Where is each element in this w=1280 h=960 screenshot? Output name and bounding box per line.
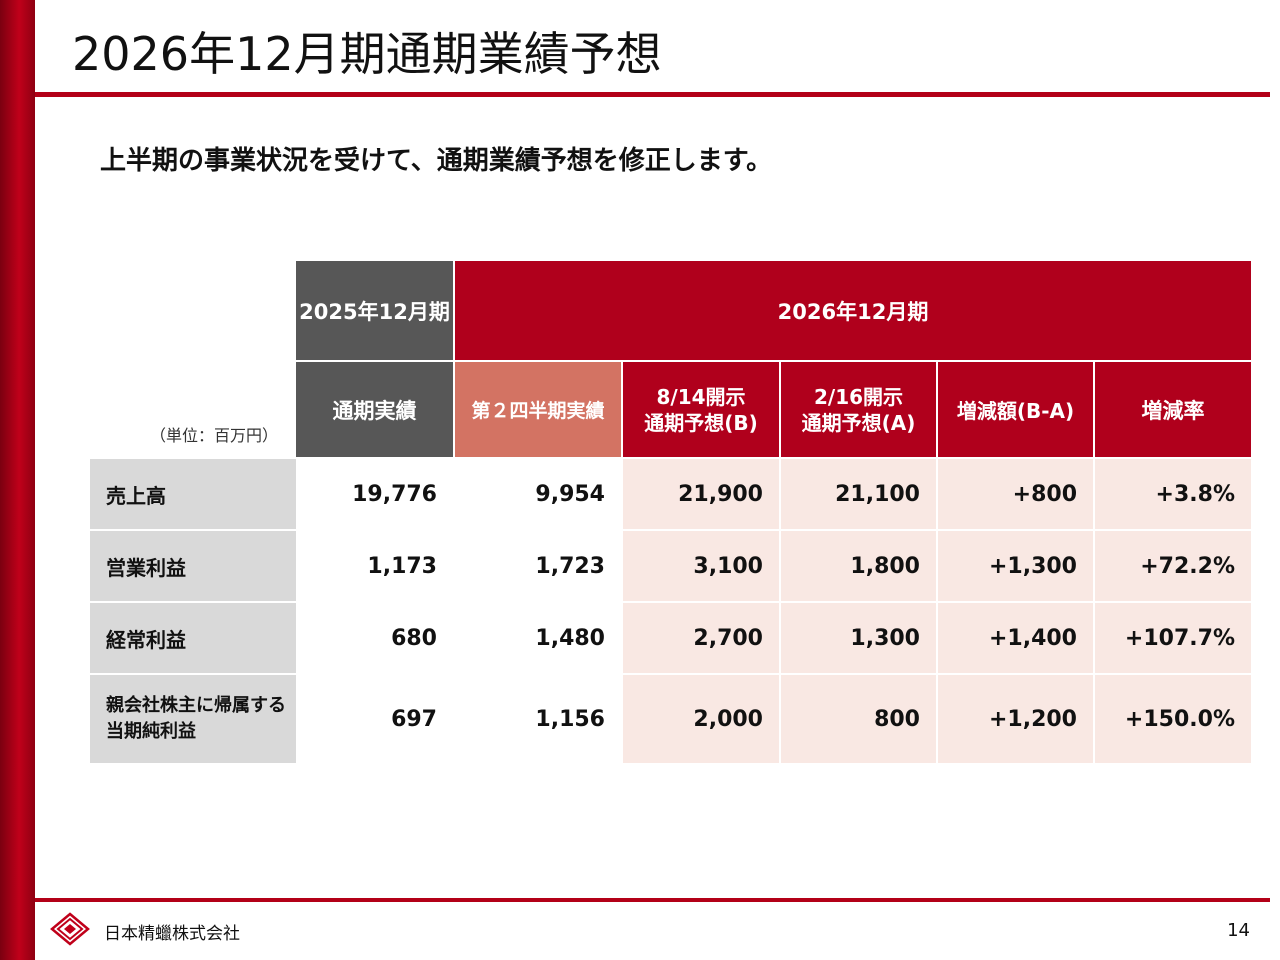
page-number: 14 [1227, 920, 1250, 941]
group-header-2025: 2025年12月期 [296, 261, 453, 360]
col-header-q2-actual: 第２四半期実績 [455, 362, 621, 457]
cell-ordinary-q2-actual: 1,480 [455, 603, 621, 673]
cell-net-forecast-b: 2,000 [623, 675, 779, 763]
group-header-2026: 2026年12月期 [455, 261, 1251, 360]
unit-label: （単位：百万円） [150, 426, 279, 445]
cell-ordinary-change-rate: +107.7% [1095, 603, 1251, 673]
cell-sales-q2-actual: 9,954 [455, 459, 621, 529]
col-header-forecast-a-line1: 2/16開示 [813, 384, 904, 409]
row-label-ordinary-profit: 経常利益 [90, 603, 296, 673]
col-header-forecast-b-line1: 8/14開示 [656, 384, 746, 409]
col-header-forecast-b-line2: 通期予想(B) [644, 410, 758, 435]
cell-operating-q2-actual: 1,723 [455, 531, 621, 601]
row-label-net-income: 親会社株主に帰属する 当期純利益 [90, 675, 296, 763]
cell-ordinary-change-amount: +1,400 [938, 603, 1093, 673]
footer-divider [35, 898, 1270, 902]
cell-net-change-amount: +1,200 [938, 675, 1093, 763]
col-header-forecast-a: 2/16開示 通期予想(A) [781, 362, 936, 457]
cell-sales-forecast-b: 21,900 [623, 459, 779, 529]
cell-ordinary-forecast-b: 2,700 [623, 603, 779, 673]
col-header-forecast-b: 8/14開示 通期予想(B) [623, 362, 779, 457]
row-label-net-income-line1: 親会社株主に帰属する [106, 695, 286, 716]
cell-operating-full-year-actual: 1,173 [298, 531, 453, 601]
left-accent-bar [0, 0, 35, 960]
cell-net-full-year-actual: 697 [298, 675, 453, 763]
cell-net-q2-actual: 1,156 [455, 675, 621, 763]
cell-net-change-rate: +150.0% [1095, 675, 1251, 763]
cell-ordinary-forecast-a: 1,300 [781, 603, 936, 673]
row-label-sales: 売上高 [90, 459, 296, 529]
slide-title: 2026年12月期通期業績予想 [72, 27, 662, 81]
col-header-change-amount: 増減額(B-A) [938, 362, 1093, 457]
cell-operating-change-rate: +72.2% [1095, 531, 1251, 601]
cell-sales-change-amount: +800 [938, 459, 1093, 529]
title-divider [35, 92, 1270, 97]
col-header-full-year-actual: 通期実績 [296, 362, 453, 457]
company-name: 日本精蠟株式会社 [104, 924, 240, 944]
diamond-logo-icon [50, 912, 90, 946]
cell-sales-change-rate: +3.8% [1095, 459, 1251, 529]
cell-net-forecast-a: 800 [781, 675, 936, 763]
slide-subtitle: 上半期の事業状況を受けて、通期業績予想を修正します。 [100, 146, 773, 176]
col-header-change-rate: 増減率 [1095, 362, 1251, 457]
cell-ordinary-full-year-actual: 680 [298, 603, 453, 673]
cell-operating-change-amount: +1,300 [938, 531, 1093, 601]
cell-operating-forecast-a: 1,800 [781, 531, 936, 601]
cell-sales-forecast-a: 21,100 [781, 459, 936, 529]
row-label-operating-profit: 営業利益 [90, 531, 296, 601]
col-header-forecast-a-line2: 通期予想(A) [801, 410, 916, 435]
cell-sales-full-year-actual: 19,776 [298, 459, 453, 529]
cell-operating-forecast-b: 3,100 [623, 531, 779, 601]
row-label-net-income-line2: 当期純利益 [106, 721, 196, 742]
